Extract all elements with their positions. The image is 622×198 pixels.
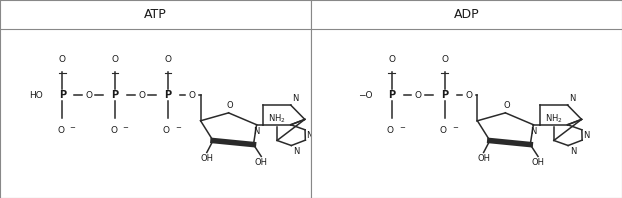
Text: ADP: ADP	[453, 8, 480, 21]
Text: −O: −O	[358, 90, 372, 100]
Text: N: N	[569, 94, 575, 103]
Text: P: P	[164, 90, 172, 100]
Text: N: N	[253, 127, 260, 136]
Text: OH: OH	[477, 154, 490, 163]
Text: −: −	[70, 125, 75, 131]
Text: O: O	[388, 55, 396, 64]
Text: N: N	[307, 131, 313, 140]
Text: O: O	[58, 55, 66, 64]
Text: N: N	[583, 131, 590, 140]
Text: O: O	[138, 90, 145, 100]
Text: O: O	[110, 126, 117, 135]
Text: HO: HO	[29, 90, 42, 100]
Text: −: −	[175, 125, 181, 131]
Text: OH: OH	[255, 158, 267, 167]
Text: −: −	[399, 125, 405, 131]
Text: P: P	[111, 90, 119, 100]
Text: O: O	[163, 126, 170, 135]
Text: NH$_2$: NH$_2$	[268, 112, 286, 125]
Text: −: −	[452, 125, 458, 131]
Text: N: N	[292, 94, 299, 103]
Text: P: P	[58, 90, 66, 100]
Text: O: O	[387, 126, 394, 135]
Text: O: O	[440, 126, 447, 135]
Text: P: P	[441, 90, 448, 100]
Text: O: O	[415, 90, 422, 100]
Text: O: O	[85, 90, 92, 100]
Text: −: −	[123, 125, 128, 131]
Text: P: P	[388, 90, 396, 100]
Text: O: O	[164, 55, 172, 64]
Text: O: O	[227, 101, 233, 110]
Text: N: N	[293, 147, 299, 155]
Text: O: O	[465, 90, 473, 100]
Text: N: N	[530, 127, 536, 136]
Text: OH: OH	[532, 158, 544, 167]
Text: O: O	[57, 126, 64, 135]
Text: O: O	[504, 101, 510, 110]
Text: ATP: ATP	[144, 8, 167, 21]
Text: O: O	[441, 55, 448, 64]
Text: OH: OH	[200, 154, 213, 163]
Text: O: O	[188, 90, 196, 100]
Text: N: N	[570, 147, 576, 155]
Text: NH$_2$: NH$_2$	[545, 112, 563, 125]
Text: O: O	[111, 55, 119, 64]
